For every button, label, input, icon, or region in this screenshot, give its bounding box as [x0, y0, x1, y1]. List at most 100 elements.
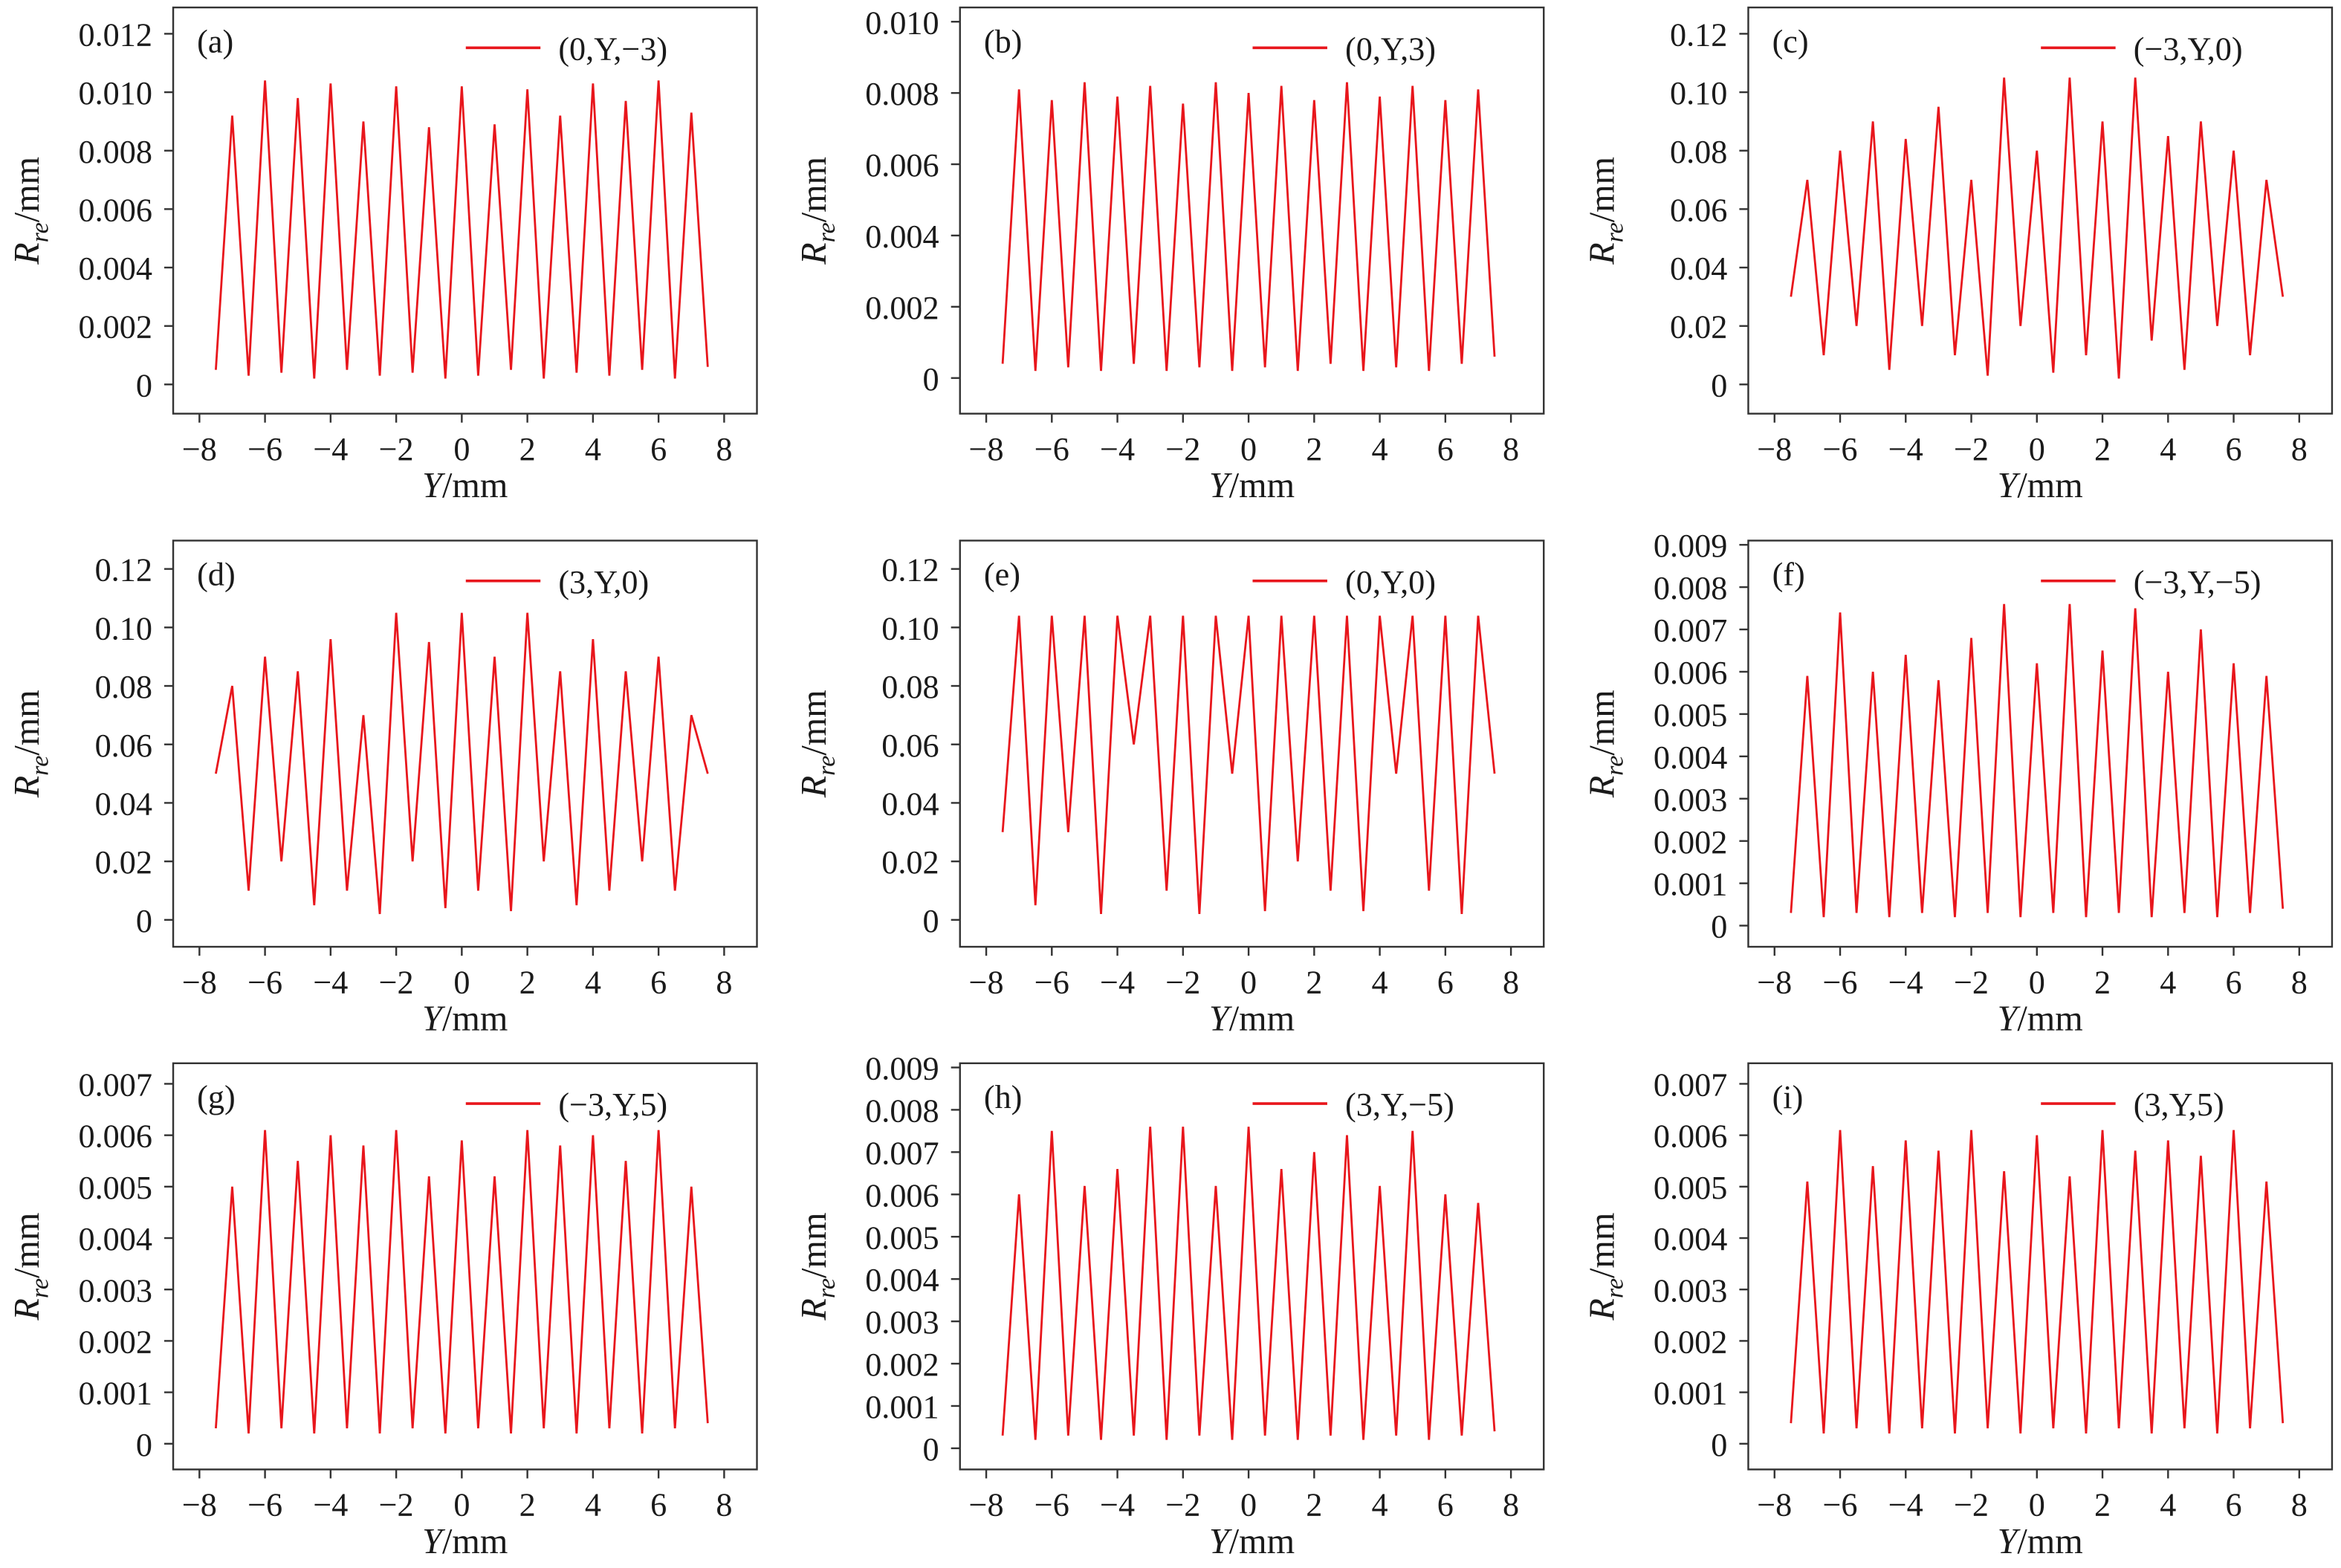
x-axis-label: Y/mm: [1209, 466, 1295, 505]
x-tick-label: 4: [1372, 431, 1388, 467]
x-tick-label: 6: [2226, 1487, 2242, 1523]
x-tick-label: −8: [969, 1487, 1004, 1523]
x-tick-label: 8: [2291, 964, 2308, 1000]
y-tick-label: 0: [923, 903, 939, 939]
y-tick-label: 0.02: [881, 844, 939, 881]
y-axis-label: Rre/mm: [794, 690, 841, 798]
y-label-unit: /mm: [7, 157, 47, 222]
x-tick-label: −2: [379, 1487, 414, 1523]
x-tick-label: −2: [1954, 964, 1989, 1000]
y-tick-label: 0.12: [1670, 17, 1727, 54]
y-label-unit: /mm: [7, 690, 47, 755]
y-tick-label: 0: [136, 367, 152, 404]
legend-label: (−3,Y,−5): [2134, 564, 2261, 600]
y-tick-label: 0.006: [79, 1118, 152, 1155]
panel: −8 −6 −4 −2 0 2 4 6 8 0 0.002 0.004 0.006 0.008 0.010 0…: [7, 6, 758, 505]
legend-label: (0,Y,0): [1345, 564, 1436, 600]
y-label-symbol: R: [1583, 1298, 1622, 1321]
y-tick-label: 0.08: [1670, 134, 1727, 170]
x-tick-label: 6: [650, 431, 667, 467]
y-tick-label: 0: [136, 903, 152, 939]
panel-label: (e): [984, 557, 1020, 593]
y-label-subscript: re: [1602, 756, 1629, 776]
legend-label: (−3,Y,0): [2134, 30, 2243, 67]
x-label-symbol: Y: [422, 1522, 446, 1561]
y-label-symbol: R: [1583, 242, 1622, 265]
y-tick-label: 0.06: [881, 728, 939, 764]
x-tick-label: −8: [969, 431, 1004, 467]
x-axis-label: Y/mm: [1998, 466, 2083, 505]
x-tick-label: −6: [247, 964, 282, 1000]
x-tick-label: −6: [247, 1487, 282, 1523]
x-label-symbol: Y: [1209, 466, 1233, 505]
y-tick-label: 0.12: [881, 552, 939, 589]
y-label-subscript: re: [1602, 1278, 1629, 1298]
x-tick-label: −6: [247, 431, 282, 467]
y-label-symbol: R: [794, 776, 834, 798]
x-tick-label: 8: [2291, 1487, 2308, 1523]
y-label-symbol: R: [7, 1298, 47, 1321]
y-tick-label: 0.04: [1670, 250, 1727, 287]
y-tick-label: 0.002: [79, 309, 152, 346]
x-tick-label: −2: [1954, 1487, 1989, 1523]
legend-label: (3,Y,0): [558, 564, 649, 600]
plot-frame: [172, 1062, 758, 1471]
x-tick-label: 6: [2226, 431, 2242, 467]
x-tick-label: 6: [2226, 964, 2242, 1000]
x-tick-label: −2: [379, 431, 414, 467]
x-tick-label: −8: [969, 964, 1004, 1000]
x-tick-label: −2: [1165, 1487, 1200, 1523]
y-label-unit: /mm: [7, 1213, 47, 1278]
y-label-unit: /mm: [794, 1213, 834, 1278]
y-tick-label: 0.005: [79, 1170, 152, 1206]
panel-label: (h): [984, 1079, 1023, 1115]
x-tick-label: −4: [313, 964, 348, 1000]
x-tick-label: −4: [1100, 1487, 1135, 1523]
x-tick-label: 0: [453, 1487, 470, 1523]
x-label-unit: /mm: [2017, 1000, 2082, 1039]
x-tick-label: −2: [1165, 964, 1200, 1000]
y-tick-label: 0.06: [1670, 192, 1727, 228]
x-axis-label: Y/mm: [422, 1000, 508, 1039]
y-tick-label: 0.04: [881, 785, 939, 822]
panel-label: (c): [1772, 23, 1809, 59]
y-tick-label: 0.006: [1654, 655, 1727, 691]
y-tick-label: 0.007: [1654, 1067, 1727, 1104]
y-tick-label: 0.005: [1654, 697, 1727, 733]
x-label-symbol: Y: [1209, 1522, 1233, 1561]
y-tick-label: 0.08: [95, 669, 152, 705]
x-tick-label: −6: [1823, 1487, 1858, 1523]
y-label-symbol: R: [7, 776, 47, 798]
panel: −8 −6 −4 −2 0 2 4 6 8 0 0.002 0.004 0.006 0.008 0.010 Y…: [794, 4, 1545, 505]
x-label-symbol: Y: [422, 1000, 446, 1039]
legend-label: (0,Y,−3): [558, 30, 667, 67]
x-tick-label: −4: [1888, 431, 1923, 467]
y-tick-label: 0.005: [1654, 1170, 1727, 1206]
data-line: [1790, 1130, 2285, 1434]
y-tick-label: 0.006: [865, 147, 939, 184]
x-tick-label: 4: [1372, 964, 1388, 1000]
x-tick-label: −2: [1954, 431, 1989, 467]
y-tick-label: 0.008: [79, 134, 152, 170]
x-tick-label: −4: [313, 431, 348, 467]
y-tick-label: 0.004: [1654, 739, 1727, 776]
x-tick-label: 0: [453, 431, 470, 467]
panel: −8 −6 −4 −2 0 2 4 6 8 0 0.001 0.002 0.003 0.004 0.005 0…: [7, 1062, 758, 1561]
y-label-subscript: re: [26, 756, 54, 776]
plot-frame: [1747, 1062, 2334, 1471]
y-tick-label: 0: [923, 361, 939, 398]
x-tick-label: 0: [1240, 431, 1257, 467]
x-tick-label: 8: [1503, 1487, 1519, 1523]
panel: −8 −6 −4 −2 0 2 4 6 8 0 0.001 0.002 0.003 0.004 0.005 0…: [1583, 1062, 2334, 1561]
y-tick-label: 0.10: [1670, 75, 1727, 111]
x-tick-label: −8: [1757, 1487, 1792, 1523]
y-tick-label: 0.004: [79, 250, 152, 287]
legend-label: (3,Y,−5): [1345, 1086, 1454, 1123]
y-axis-label: Rre/mm: [7, 690, 54, 798]
y-tick-label: 0: [1711, 909, 1727, 945]
plot-frame: [959, 1062, 1545, 1471]
y-axis-label: Rre/mm: [7, 1213, 54, 1321]
x-tick-label: 0: [2029, 431, 2045, 467]
panel: −8 −6 −4 −2 0 2 4 6 800.020.040.060.080.100.12Y/…: [1583, 6, 2334, 505]
